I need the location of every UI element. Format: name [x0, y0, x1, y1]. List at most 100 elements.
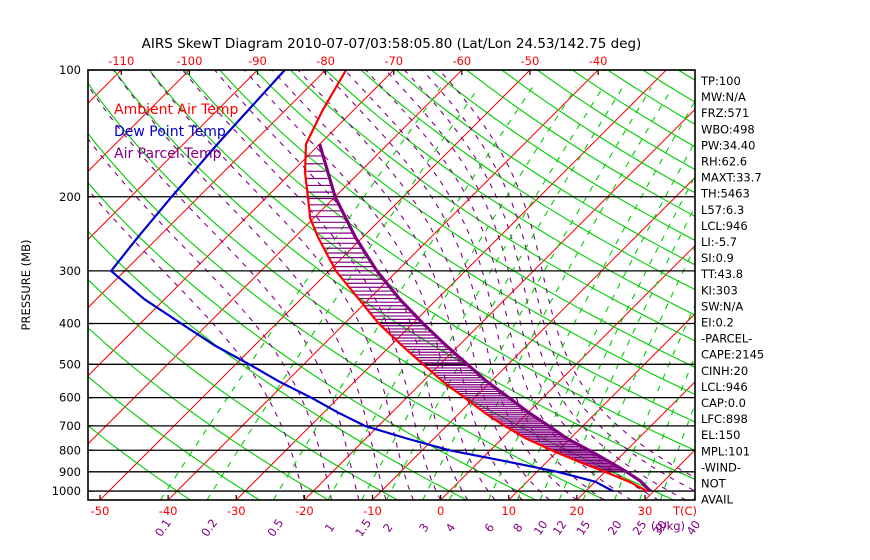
dry-adiabat-line [219, 70, 695, 395]
parameter-wbo498: WBO:498 [701, 122, 755, 136]
parameter-l5763: L57:6.3 [701, 203, 744, 217]
mixing-ratio-tick-label: 0.1 [152, 516, 174, 539]
moist-adiabat-line [214, 70, 469, 500]
mixing-ratio-tick-label: 2 [380, 521, 396, 535]
isotherm-line [88, 70, 326, 309]
moist-adiabat-line [438, 70, 695, 479]
top-temp-tick-label: -80 [316, 54, 335, 68]
bottom-temp-tick-label: -50 [91, 504, 110, 518]
top-temp-tick-label: -70 [384, 54, 403, 68]
mixing-ratio-tick-label: 12 [550, 518, 570, 538]
bottom-temp-tick-label: -30 [227, 504, 246, 518]
isotherm-line [99, 70, 531, 500]
dry-adiabat-line [88, 327, 329, 500]
pressure-tick-label: 1000 [52, 484, 81, 498]
mixing-ratio-tick-label: 3 [416, 521, 432, 535]
temp-axis-label: T(C) [672, 504, 697, 518]
pressure-tick-label: 400 [59, 317, 81, 331]
bottom-temp-tick-label: 20 [570, 504, 585, 518]
parameter-tp100: TP:100 [700, 74, 741, 88]
pressure-tick-label: 300 [59, 264, 81, 278]
parameter-cinh20: CINH:20 [701, 364, 748, 378]
profile-parcel-temp [318, 143, 652, 493]
parameter-rh626: RH:62.6 [701, 155, 747, 169]
isotherm-line [781, 70, 870, 500]
bottom-temp-tick-label: 10 [501, 504, 516, 518]
pressure-tick-label: 600 [59, 391, 81, 405]
profile-curves [110, 70, 652, 493]
pressure-tick-label: 200 [59, 190, 81, 204]
mixing-ratio-axis-label: (g/kg) [651, 519, 685, 533]
mixing-ratio-line [487, 100, 695, 500]
parameter-ei02: EI:0.2 [701, 316, 734, 330]
parameter-mwna: MW:N/A [701, 90, 746, 104]
parameter-cap00: CAP:0.0 [701, 396, 746, 410]
mixing-ratio-tick-label: 15 [573, 518, 593, 538]
dry-adiabat-line [325, 70, 695, 316]
top-temp-tick-label: -60 [452, 54, 471, 68]
moist-adiabat-line [88, 84, 360, 500]
isotherm-line [508, 313, 695, 500]
mixing-ratio-line [448, 87, 673, 500]
mixing-ratio-line [327, 87, 577, 500]
parameter-si09: SI:0.9 [701, 251, 734, 265]
mixing-ratio-tick-label: 1 [322, 521, 338, 535]
pressure-tick-label: 500 [59, 357, 81, 371]
moist-adiabat-line [385, 70, 659, 500]
moist-adiabat-line [244, 70, 496, 500]
moist-adiabat-line [271, 70, 523, 500]
cape-shading [304, 155, 625, 472]
dry-adiabat-line [289, 70, 695, 342]
legend-item-2: Air Parcel Temp [114, 146, 222, 162]
mixing-ratio-tick-label: 4 [443, 521, 459, 535]
isotherm-line [88, 70, 190, 173]
mixing-ratio-tick-label: 0.5 [264, 516, 286, 539]
parameter-lfc898: LFC:898 [701, 412, 748, 426]
mixing-ratio-tick-label: 25 [630, 518, 650, 538]
top-temp-tick-label: -100 [176, 54, 202, 68]
parameter-cape2145: CAPE:2145 [701, 348, 764, 362]
dry-adiabat-line [254, 70, 695, 368]
pressure-axis-label: PRESSURE (MB) [19, 240, 33, 331]
dry-adiabat-line [88, 230, 468, 500]
mixing-ratio-line [206, 87, 480, 500]
parameter-ki303: KI:303 [701, 283, 738, 297]
top-temp-tick-label: -40 [589, 54, 608, 68]
dry-adiabat-line [88, 425, 191, 500]
pressure-tick-label: 900 [59, 465, 81, 479]
moist-adiabat-line [344, 70, 605, 500]
dry-adiabat-line [88, 278, 398, 500]
top-temp-tick-label: -110 [108, 54, 134, 68]
moist-adiabat-line [113, 70, 387, 500]
dry-adiabat-line [466, 70, 695, 217]
isotherm-line [88, 70, 395, 377]
mixing-ratio-line [361, 87, 604, 500]
moist-adiabat-line [321, 70, 578, 500]
page-title: AIRS SkewT Diagram 2010-07-07/03:58:05.8… [142, 36, 642, 52]
isotherm-line [849, 70, 870, 500]
pressure-tick-label: 700 [59, 419, 81, 433]
pressure-tick-label: 100 [59, 63, 81, 77]
parameter-maxt337: MAXT:33.7 [701, 171, 762, 185]
parameter-not: NOT [701, 477, 727, 491]
parameter-pw3440: PW:34.40 [701, 138, 755, 152]
parameter-lcl946: LCL:946 [701, 219, 748, 233]
parameter-tt438: TT:43.8 [700, 267, 743, 281]
bottom-temp-tick-label: -20 [295, 504, 314, 518]
mixing-ratio-line [582, 245, 695, 500]
legend-item-1: Dew Point Temp [114, 124, 226, 140]
mixing-ratio-tick-label: 1.5 [352, 516, 374, 539]
bottom-temp-tick-label: -10 [363, 504, 382, 518]
dry-adiabat-line [395, 70, 695, 266]
profile-dew-point [110, 70, 614, 493]
parameter-frz571: FRZ:571 [701, 106, 749, 120]
parameter-el150: EL:150 [701, 428, 741, 442]
mixing-ratio-tick-label: 20 [605, 518, 625, 538]
isotherm-line [576, 381, 695, 500]
dry-adiabat-line [431, 70, 695, 241]
mixing-ratio-line [639, 355, 695, 500]
moist-adiabat-line [88, 188, 305, 500]
mixing-ratio-line [385, 87, 624, 500]
